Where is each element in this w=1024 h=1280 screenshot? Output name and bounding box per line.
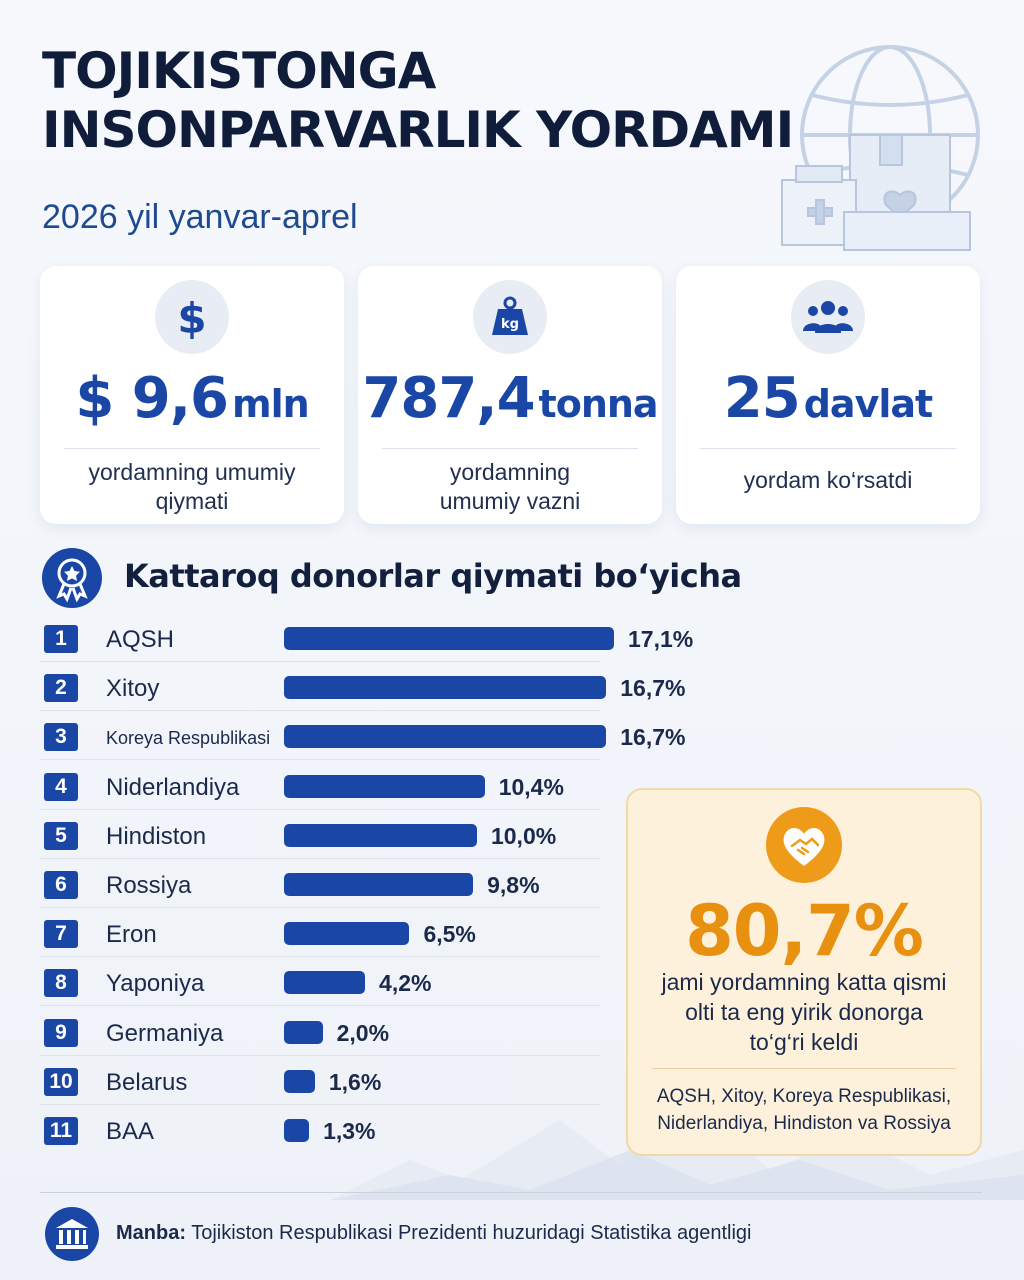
callout-donor-list: AQSH, Xitoy, Koreya Respublikasi, Niderl… [656, 1086, 952, 1134]
donor-bar [284, 1119, 310, 1142]
country-label: Xitoy [106, 675, 160, 703]
rank-badge: 8 [44, 969, 78, 998]
source-note: Manba: Tojikiston Respublikasi Prezident… [116, 1222, 752, 1244]
value-label: 10,0% [490, 822, 557, 849]
title-line-1: TOJIKISTONGA [42, 42, 436, 100]
page-title: TOJIKISTONGA INSONPARVARLIK YORDAMI [42, 42, 802, 160]
donor-bar [284, 971, 366, 995]
country-label: Germaniya [106, 1019, 224, 1047]
value-label: 17,1% [628, 626, 694, 652]
value-label: 9,8% [487, 872, 540, 898]
country-label: Yaponiya [106, 970, 205, 998]
donor-bar [284, 627, 614, 650]
weight-kg-icon: kg [473, 280, 547, 354]
donor-row: 7 Eron 6,5% [40, 909, 680, 958]
heart-handshake-icon [766, 807, 842, 883]
donor-row: 3 Koreya Respublikasi 16,7% [40, 712, 685, 761]
rank-badge: 3 [44, 723, 78, 752]
donor-bar [284, 1069, 315, 1093]
donor-row: 5 Hindiston 10,0% [40, 811, 680, 859]
value-label: 10,4% [498, 773, 564, 800]
stat-card-value: $ $ 9,6 mln yordamning umumiy qiymati [40, 266, 344, 524]
svg-text:$: $ [177, 294, 206, 341]
callout-percent: 80,7% [685, 890, 924, 972]
donor-bar [284, 873, 474, 896]
value-label: 1,3% [323, 1118, 376, 1144]
stat-card-weight: kg 787,4 tonna yordamning umumiy vazni [358, 266, 662, 524]
stat-value: $ 9,6 mln [75, 366, 309, 431]
value-label: 2,0% [336, 1019, 390, 1046]
rank-badge: 10 [44, 1067, 78, 1096]
government-building-icon [45, 1207, 99, 1261]
rank-badge: 7 [44, 920, 78, 949]
title-line-2: INSONPARVARLIK YORDAMI [42, 101, 794, 159]
donor-bar [284, 676, 607, 700]
dollar-icon: $ [155, 280, 229, 354]
donor-row: 8 Yaponiya 4,2% [40, 958, 680, 1007]
rank-badge: 11 [44, 1117, 78, 1145]
country-label: Koreya Respublikasi [106, 728, 271, 749]
svg-text:kg: kg [501, 317, 519, 332]
country-label: Hindiston [106, 822, 207, 850]
donor-bar-chart: 1 AQSH 17,1% 2 Xitoy 16,7% 3 Koreya Respublikas… [40, 614, 693, 1154]
donor-row: 4 Niderlandiya 10,4% [40, 762, 680, 810]
stat-description: yordam ko‘rsatdi [743, 467, 913, 493]
stat-description: yordamning umumiy qiymati [88, 459, 296, 514]
rank-badge: 9 [44, 1018, 78, 1047]
donor-bar [284, 922, 410, 946]
stat-value: 25 davlat [723, 366, 933, 431]
globe-aid-boxes-icon [781, 45, 980, 251]
donor-row: 2 Xitoy 16,7% [40, 663, 685, 712]
rank-badge: 1 [44, 625, 78, 653]
country-label: Belarus [106, 1068, 188, 1096]
country-label: Eron [106, 921, 157, 949]
top-donors-callout: 80,7% jami yordamning katta qismi olti t… [626, 788, 982, 1156]
donor-row: 11 BAA 1,3% [40, 1106, 680, 1154]
people-group-icon [791, 280, 865, 354]
value-label: 4,2% [379, 970, 432, 997]
donor-row: 6 Rossiya 9,8% [40, 860, 680, 908]
section-title: Kattaroq donorlar qiymati bo‘yicha [124, 557, 742, 595]
rank-badge: 4 [44, 772, 78, 801]
stat-description: yordamning umumiy vazni [439, 459, 581, 514]
country-label: BAA [106, 1118, 155, 1145]
donor-bar [284, 774, 485, 798]
rank-badge: 6 [44, 871, 78, 899]
rank-badge: 5 [44, 821, 78, 850]
award-badge-icon [42, 548, 102, 608]
donor-bar [284, 725, 607, 749]
donor-row: 1 AQSH 17,1% [40, 614, 693, 662]
donor-row: 10 Belarus 1,6% [40, 1057, 680, 1105]
donor-bar [284, 823, 477, 847]
stat-value: 787,4 tonna [362, 366, 658, 431]
value-label: 1,6% [328, 1068, 382, 1095]
country-label: Rossiya [106, 872, 192, 899]
donor-row: 9 Germaniya 2,0% [40, 1008, 680, 1056]
page-subtitle: 2026 yil yanvar-aprel [42, 198, 358, 236]
donor-bar [284, 1020, 323, 1044]
value-label: 16,7% [620, 675, 686, 702]
value-label: 16,7% [620, 724, 686, 751]
rank-badge: 2 [44, 674, 78, 703]
callout-description: jami yordamning katta qismi olti ta eng … [661, 969, 947, 1055]
stat-card-countries: 25 davlat yordam ko‘rsatdi [676, 266, 980, 524]
country-label: AQSH [106, 626, 175, 653]
country-label: Niderlandiya [106, 773, 240, 801]
value-label: 6,5% [423, 921, 476, 948]
